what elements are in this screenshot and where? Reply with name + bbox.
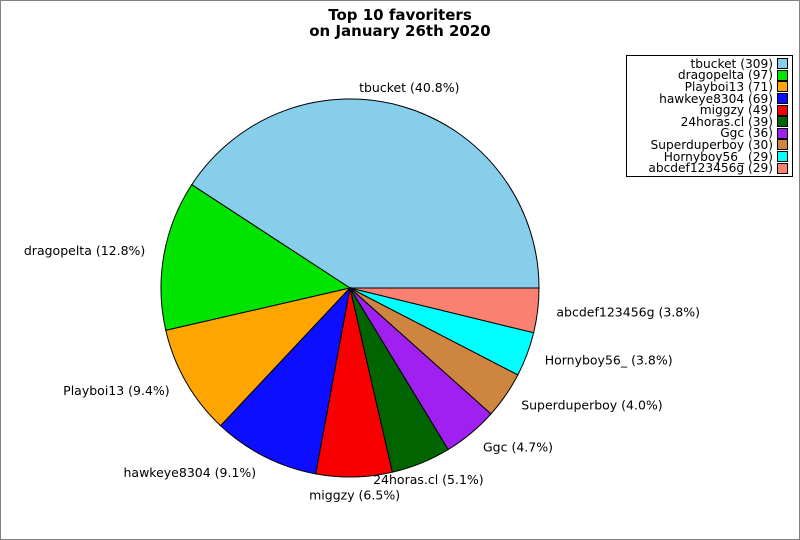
slice-label-Hornyboy56_: Hornyboy56_ (3.8%) (545, 352, 673, 367)
legend-swatch (777, 69, 788, 81)
legend-label: Hornyboy56_ (29) (663, 149, 773, 164)
pie-slice-dragopelta (160, 184, 352, 331)
legend-swatch (777, 81, 788, 93)
legend-swatch (777, 127, 788, 139)
legend-swatch (777, 162, 788, 174)
legend-label: Superduperboy (30) (650, 137, 774, 152)
legend-item-24horas.cl: 24horas.cl (39) (629, 116, 788, 128)
chart-title-line-1: Top 10 favoriters (328, 6, 472, 24)
legend-item-Ggc: Ggc (36) (629, 126, 788, 141)
legend-label: Playboi13 (71) (684, 79, 773, 94)
legend-swatch (777, 58, 788, 70)
pie-slice-tbucket (191, 98, 540, 289)
pie-slice-Playboi13 (165, 287, 352, 427)
slice-label-abcdef123456g: abcdef123456g (3.8%) (556, 304, 700, 319)
legend-swatch (777, 104, 788, 116)
legend-item-abcdef123456g: abcdef123456g (29) (629, 162, 788, 174)
legend-swatch (777, 93, 788, 105)
legend-swatch (777, 139, 788, 151)
slice-label-hawkeye8304: hawkeye8304 (9.1%) (124, 465, 257, 480)
chart-title-line-2: on January 26th 2020 (309, 22, 491, 40)
legend-label: Ggc (36) (720, 126, 773, 141)
legend-item-Hornyboy56_: Hornyboy56_ (29) (629, 149, 788, 164)
slice-label-24horas.cl: 24horas.cl (5.1%) (373, 472, 484, 487)
legend-label: abcdef123456g (29) (648, 161, 773, 176)
legend-item-tbucket: tbucket (309) (629, 58, 788, 70)
slice-label-Playboi13: Playboi13 (9.4%) (63, 383, 170, 398)
legend-item-hawkeye8304: hawkeye8304 (69) (629, 91, 788, 106)
pie-slice-hawkeye8304 (219, 286, 351, 475)
legend-item-miggzy: miggzy (49) (629, 104, 788, 116)
slice-label-dragopelta: dragopelta (12.8%) (24, 243, 145, 258)
legend-item-Playboi13: Playboi13 (71) (629, 81, 788, 93)
legend: tbucket (309) dragopelta (97) Playboi13 (7… (626, 55, 793, 177)
slice-label-tbucket: tbucket (40.8%) (359, 80, 459, 95)
legend-item-dragopelta: dragopelta (97) (629, 68, 788, 83)
slice-label-miggzy: miggzy (6.5%) (309, 487, 400, 502)
chart-title: Top 10 favoriters on January 26th 2020 (1, 7, 799, 39)
legend-label: 24horas.cl (39) (680, 114, 773, 129)
legend-label: dragopelta (97) (677, 68, 773, 83)
legend-item-Superduperboy: Superduperboy (30) (629, 139, 788, 151)
legend-swatch (777, 151, 788, 163)
legend-label: tbucket (309) (690, 56, 774, 71)
legend-swatch (777, 116, 788, 128)
legend-label: miggzy (49) (699, 103, 773, 118)
slice-label-Ggc: Ggc (4.7%) (483, 439, 553, 454)
slice-label-Superduperboy: Superduperboy (4.0%) (521, 397, 663, 412)
legend-label: hawkeye8304 (69) (659, 91, 773, 106)
pie-slice-abcdef123456g (349, 287, 540, 334)
